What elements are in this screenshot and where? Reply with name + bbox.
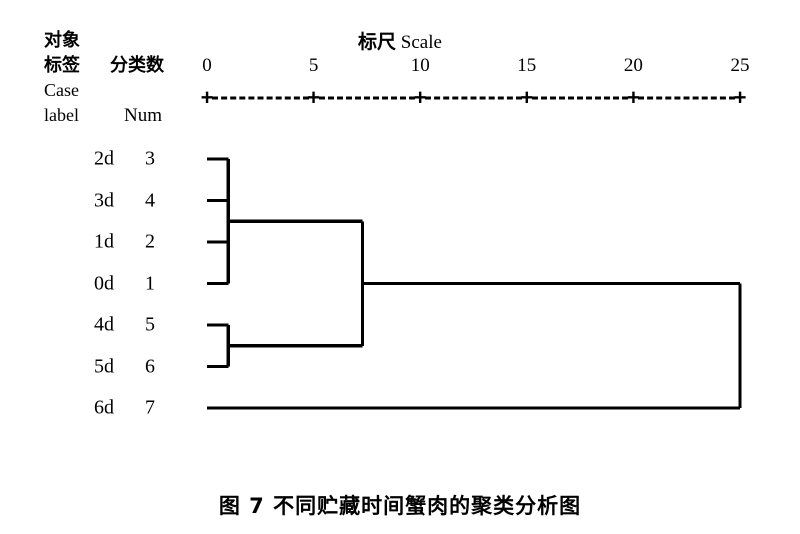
axis-tick-marker: + bbox=[626, 85, 640, 110]
axis-tick-label-10: 10 bbox=[410, 55, 430, 76]
num-header-cn: 分类数 bbox=[110, 55, 164, 76]
axis-tick-marker: + bbox=[413, 85, 427, 110]
scale-title-en: Scale bbox=[400, 32, 442, 53]
axis-tick-label-0: 0 bbox=[202, 55, 212, 76]
leaf-num-3d: 4 bbox=[145, 189, 155, 211]
axis-tick-marker: + bbox=[520, 85, 534, 110]
axis-tick-label-15: 15 bbox=[517, 55, 537, 76]
leaf-case-label-0d: 0d bbox=[94, 272, 114, 294]
leaf-num-5d: 6 bbox=[145, 355, 155, 377]
axis-tick-marker: + bbox=[307, 85, 321, 110]
case-label-cn-line2: 标签 bbox=[44, 55, 80, 76]
num-header-en: Num bbox=[124, 105, 162, 126]
axis-dash-segment bbox=[212, 96, 309, 100]
axis-tick-marker: + bbox=[733, 85, 747, 110]
leaf-case-label-1d: 1d bbox=[94, 230, 114, 253]
leaf-num-0d: 1 bbox=[145, 272, 155, 294]
axis-tick-label-20: 20 bbox=[623, 55, 643, 76]
leaf-case-label-3d: 3d bbox=[94, 189, 114, 211]
axis-tick-labels: 0 5 10 15 20 25 bbox=[0, 56, 800, 80]
column-header-num: 分类数 Num bbox=[110, 53, 210, 128]
leaf-num-2d: 3 bbox=[145, 147, 155, 170]
case-label-cn-line1: 对象 bbox=[44, 30, 80, 51]
leaf-case-label-2d: 2d bbox=[94, 147, 114, 170]
axis-dash-segment bbox=[318, 96, 416, 100]
axis-tick-marker: + bbox=[200, 85, 214, 110]
axis-dash-segment bbox=[425, 96, 522, 100]
dendrogram-tree bbox=[207, 157, 742, 410]
leaf-num-6d: 7 bbox=[145, 396, 155, 419]
leaf-case-label-4d: 4d bbox=[94, 313, 114, 336]
case-label-en-line2: label bbox=[44, 105, 79, 125]
axis-tick-label-5: 5 bbox=[308, 55, 319, 76]
leaf-num-4d: 5 bbox=[145, 313, 155, 336]
axis-dash-segment bbox=[531, 96, 629, 100]
leaf-case-label-6d: 6d bbox=[94, 396, 114, 419]
scale-axis: + + + + + + bbox=[0, 85, 800, 110]
leaf-case-label-5d: 5d bbox=[94, 355, 114, 377]
leaf-num-1d: 2 bbox=[145, 230, 155, 253]
axis-dash-segment bbox=[638, 96, 735, 100]
case-label-en-line1: Case bbox=[44, 80, 79, 100]
axis-tick-label-25: 25 bbox=[730, 55, 750, 76]
scale-title-cn: 标尺 bbox=[358, 31, 397, 53]
scale-title: 标尺 Scale bbox=[0, 27, 800, 54]
column-header-case-label: 对象 标签 Case label bbox=[44, 28, 124, 128]
figure-caption: 图 7 不同贮藏时间蟹肉的聚类分析图 bbox=[218, 494, 582, 518]
